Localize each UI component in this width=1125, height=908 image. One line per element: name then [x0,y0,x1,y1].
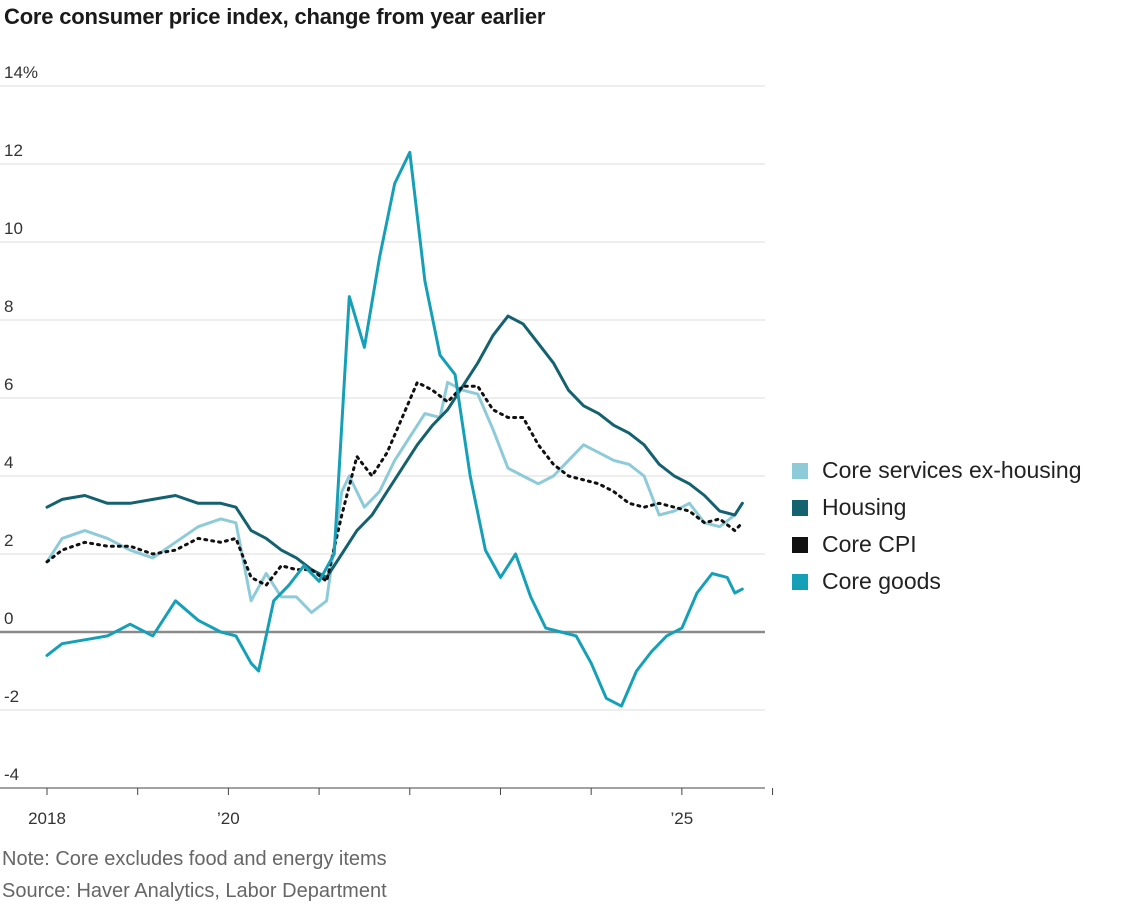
legend-swatch [792,536,808,553]
x-tick-label: ’25 [671,809,694,828]
series-line-core-goods [45,150,744,708]
y-axis-labels: -4 -2 0 2 4 6 8 10 12 14% [4,63,38,784]
y-tick-label: 8 [4,297,13,316]
legend-item-housing: Housing [792,489,1082,526]
x-axis: 2018 ’20 ’25 [0,787,774,828]
legend-item-core-goods: Core goods [792,563,1082,600]
chart-source: Source: Haver Analytics, Labor Departmen… [2,880,387,902]
legend-item-core-services-ex-housing: Core services ex-housing [792,452,1082,489]
y-tick-label: 4 [4,453,13,472]
legend-swatch [792,462,808,479]
y-tick-label: 0 [4,609,13,628]
legend-item-core-cpi: Core CPI [792,526,1082,563]
legend-swatch [792,573,808,590]
legend-swatch [792,499,808,516]
chart-title: Core consumer price index, change from y… [4,4,546,29]
series-line-core-services-ex-housing [45,380,744,614]
x-tick-label: ’20 [217,809,240,828]
y-tick-label: 10 [4,219,23,238]
y-tick-label: 14% [4,63,38,82]
legend-label: Core services ex-housing [822,457,1082,483]
y-tick-label: -2 [4,687,19,706]
series-line-housing [45,314,744,579]
legend-label: Core CPI [822,531,917,557]
legend-label: Housing [822,494,907,520]
series-lines [45,150,744,708]
y-tick-label: 6 [4,375,13,394]
chart-note: Note: Core excludes food and energy item… [2,848,387,870]
series-line-core-cpi [45,380,744,587]
x-tick-label: 2018 [28,809,66,828]
legend: Core services ex-housing Housing Core CP… [792,452,1082,600]
gridlines [0,85,765,711]
y-tick-label: -4 [4,765,19,784]
legend-label: Core goods [822,568,941,594]
y-tick-label: 2 [4,531,13,550]
y-tick-label: 12 [4,141,23,160]
